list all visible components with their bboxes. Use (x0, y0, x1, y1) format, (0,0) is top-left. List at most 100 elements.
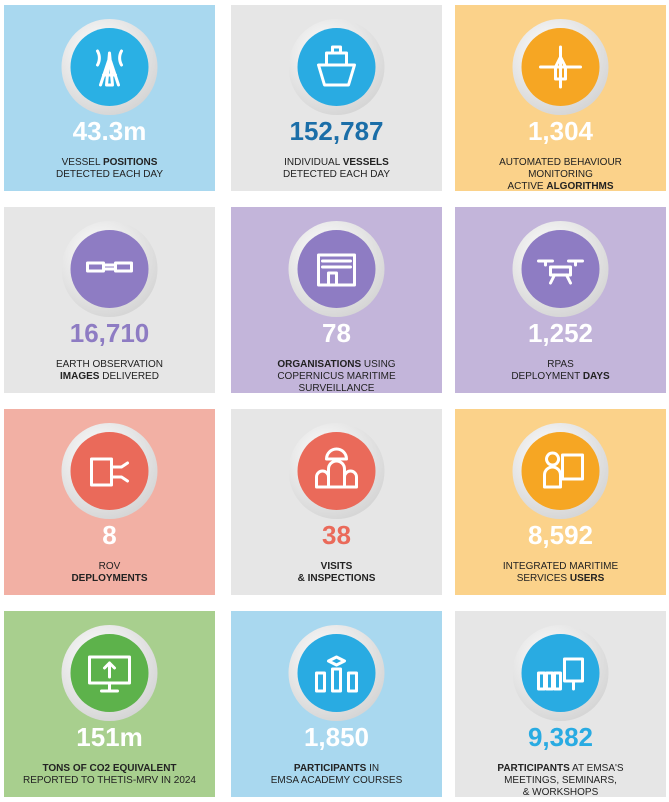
description-text: DELIVERED (99, 371, 158, 382)
stat-description: MEETINGS, SEMINARS, (504, 775, 617, 786)
stat-description: DETECTED EACH DAY (283, 169, 390, 180)
stat-description: & INSPECTIONS (298, 573, 376, 584)
stat-description: VISITS (321, 561, 353, 572)
icon-circle (70, 432, 149, 510)
icon-circle (521, 230, 600, 308)
stat-description: COPERNICUS MARITIME (277, 371, 396, 382)
icon-circle (297, 432, 376, 510)
stat-description: IMAGES DELIVERED (60, 371, 159, 382)
stat-description: AUTOMATED BEHAVIOUR (499, 157, 622, 168)
description-text: MONITORING (528, 169, 593, 180)
stat-number: 8 (102, 520, 116, 550)
description-text: DEPLOYMENTS (71, 573, 147, 584)
stat-description: VESSEL POSITIONS (62, 157, 158, 168)
stat-description: DEPLOYMENTS (71, 573, 147, 584)
description-text: INDIVIDUAL (284, 157, 343, 168)
stat-number: 1,252 (528, 318, 593, 348)
stat-description: & WORKSHOPS (523, 787, 599, 798)
icon-circle (297, 230, 376, 308)
stat-description: ACTIVE ALGORITHMS (507, 181, 613, 192)
stat-number: 8,592 (528, 520, 593, 550)
icon-circle (297, 634, 376, 712)
stat-description: EARTH OBSERVATION (56, 359, 163, 370)
description-text: MEETINGS, SEMINARS, (504, 775, 617, 786)
description-text: USERS (570, 573, 605, 584)
description-text: INTEGRATED MARITIME (503, 561, 619, 572)
stat-description: INDIVIDUAL VESSELS (284, 157, 389, 168)
icon (317, 253, 356, 287)
icon (88, 655, 131, 693)
description-text: ORGANISATIONS (277, 359, 361, 370)
description-text: AT EMSA'S (570, 763, 624, 774)
description-text: DETECTED EACH DAY (56, 169, 163, 180)
icon (537, 259, 584, 285)
icon (543, 451, 584, 489)
stat-number: 78 (322, 318, 351, 348)
description-text: AUTOMATED BEHAVIOUR (499, 157, 622, 168)
icon (317, 45, 356, 87)
stat-description: REPORTED TO THETIS-MRV IN 2024 (23, 775, 196, 786)
stat-number: 9,382 (528, 722, 593, 752)
icon (96, 49, 123, 87)
stat-description: PARTICIPANTS AT EMSA'S (497, 763, 624, 774)
icon (86, 261, 133, 273)
stat-description: ROV (99, 561, 121, 572)
description-text: VESSEL (62, 157, 103, 168)
description-text: ALGORITHMS (546, 181, 614, 192)
stat-number: 38 (322, 520, 351, 550)
stat-number: 151m (76, 722, 143, 752)
stat-description: DEPLOYMENT DAYS (511, 371, 610, 382)
stat-number: 43.3m (73, 116, 147, 146)
description-text: ROV (99, 561, 121, 572)
stat-description: INTEGRATED MARITIME (503, 561, 619, 572)
description-text: POSITIONS (103, 157, 158, 168)
description-text: & INSPECTIONS (298, 573, 376, 584)
description-text: DETECTED EACH DAY (283, 169, 390, 180)
description-text: VESSELS (343, 157, 389, 168)
icon (90, 457, 129, 487)
stat-tile: 1,304 AUTOMATED BEHAVIOURMONITORINGACTIVE… (455, 5, 666, 192)
icon (315, 447, 358, 489)
description-text: & WORKSHOPS (523, 787, 599, 798)
description-text: REPORTED TO THETIS-MRV IN 2024 (23, 775, 196, 786)
description-text: USING (361, 359, 396, 370)
description-text: IMAGES (60, 371, 100, 382)
stat-tile: 38 VISITS& INSPECTIONS (231, 409, 442, 595)
stat-description: TONS OF CO2 EQUIVALENT (42, 763, 176, 774)
description-text: VISITS (321, 561, 353, 572)
description-text: RPAS (547, 359, 574, 370)
stat-number: 152,787 (290, 116, 384, 146)
description-text: COPERNICUS MARITIME (277, 371, 396, 382)
stat-description: SERVICES USERS (517, 573, 605, 584)
description-text: DEPLOYMENT (511, 371, 583, 382)
description-text: ACTIVE (507, 181, 546, 192)
stat-number: 1,304 (528, 116, 594, 146)
description-text: IN (366, 763, 379, 774)
description-text: DAYS (583, 371, 610, 382)
stat-description: RPAS (547, 359, 574, 370)
stat-description: ORGANISATIONS USING (277, 359, 395, 370)
description-text: EMSA ACADEMY COURSES (271, 775, 403, 786)
stat-description: SURVEILLANCE (299, 383, 375, 394)
icon (539, 45, 582, 89)
description-text: SERVICES (517, 573, 570, 584)
icon-circle (297, 28, 376, 106)
description-text: PARTICIPANTS (497, 763, 570, 774)
description-text: TONS OF CO2 EQUIVALENT (42, 763, 176, 774)
stat-description: DETECTED EACH DAY (56, 169, 163, 180)
stat-number: 16,710 (70, 318, 150, 348)
icon (537, 657, 584, 691)
stat-description: EMSA ACADEMY COURSES (271, 775, 403, 786)
description-text: PARTICIPANTS (294, 763, 367, 774)
